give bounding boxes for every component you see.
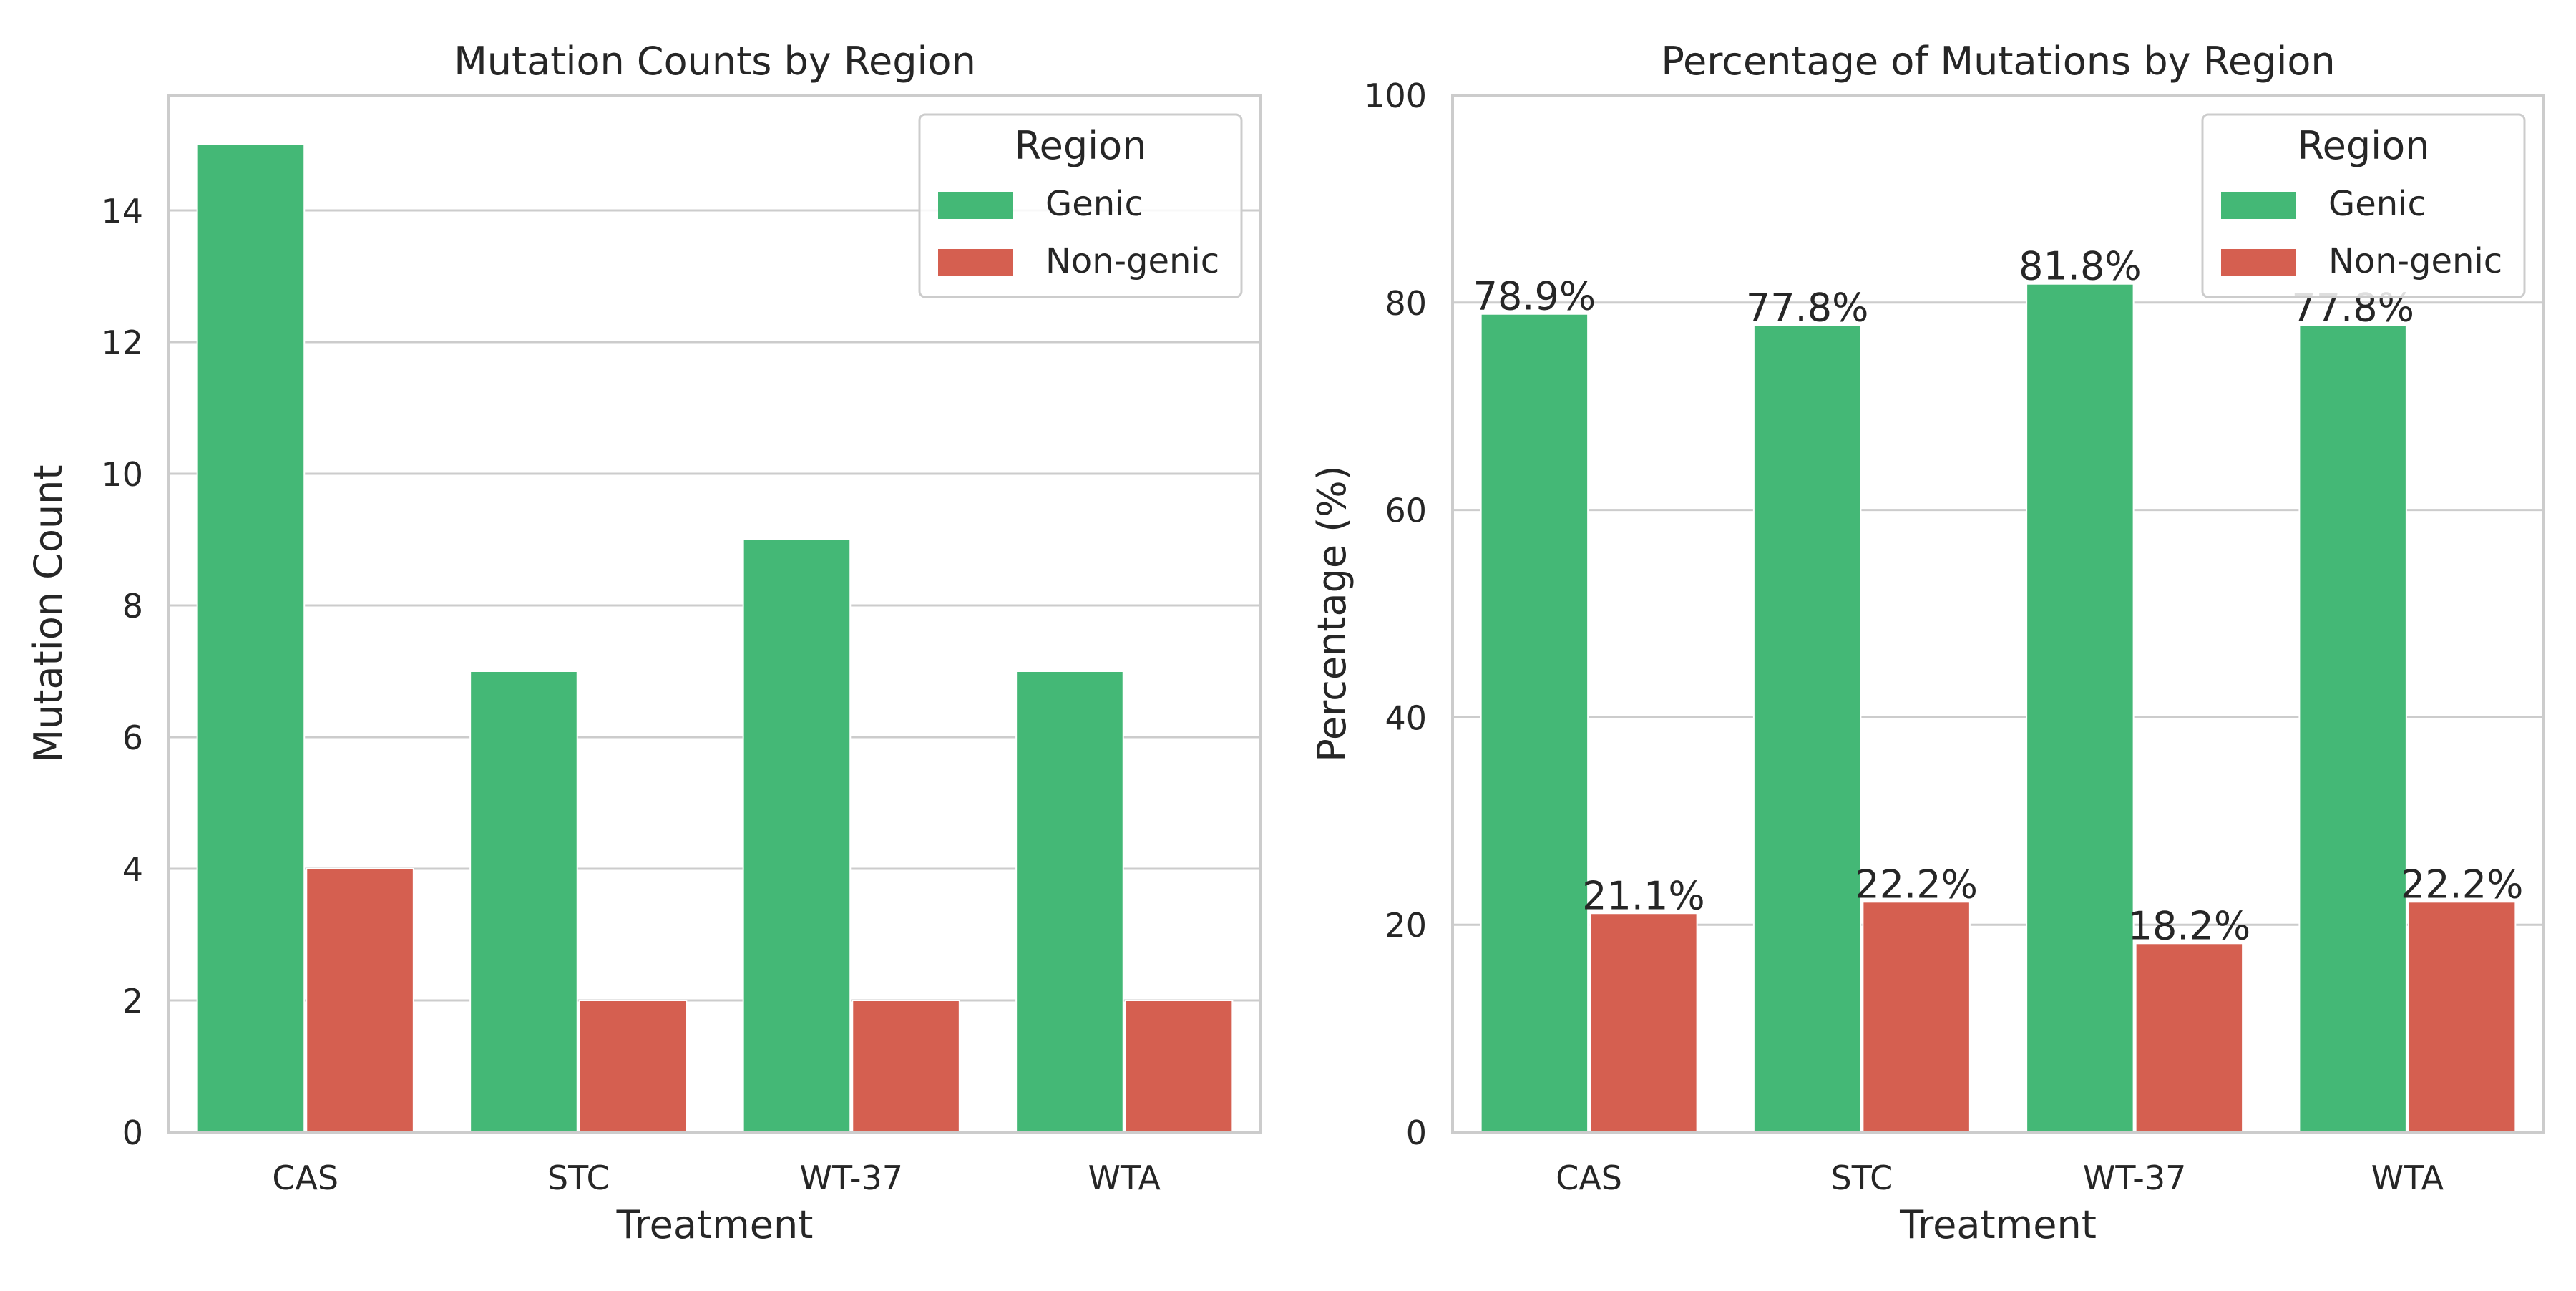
y-tick-label: 4 (122, 850, 143, 889)
bar-non-genic-wt-37 (852, 1000, 960, 1133)
plot-frame (167, 94, 1262, 1134)
x-tick-label: WT-37 (2083, 1159, 2187, 1197)
y-tick-label: 14 (101, 192, 143, 230)
bar-value-label: 22.2% (2401, 862, 2524, 907)
y-tick-label: 0 (1406, 1114, 1427, 1152)
bar-non-genic-stc (1862, 901, 1971, 1134)
y-tick-label: 40 (1385, 698, 1427, 737)
x-tick-label: WTA (1088, 1159, 1161, 1197)
bar-genic-wta (2298, 324, 2407, 1134)
legend-item-non-genic: Non-genic (1045, 241, 1219, 281)
x-tick-label: STC (547, 1159, 610, 1197)
bar-value-label: 81.8% (2019, 244, 2142, 289)
bar-genic-cas (1480, 313, 1589, 1133)
bar-non-genic-wt-37 (2135, 942, 2244, 1133)
bar-genic-wt-37 (2026, 283, 2135, 1133)
x-tick-label: CAS (1556, 1159, 1622, 1197)
chart-title: Mutation Counts by Region (454, 39, 976, 84)
bar-genic-wta (1015, 671, 1124, 1133)
x-tick-label: STC (1831, 1159, 1893, 1197)
bar-value-label: 21.1% (1582, 873, 1705, 918)
x-tick-label: CAS (272, 1159, 338, 1197)
bar-non-genic-stc (578, 1000, 688, 1133)
legend-swatch-non-genic (2221, 249, 2296, 276)
x-tick-label: WTA (2371, 1159, 2444, 1197)
bar-non-genic-cas (1589, 912, 1698, 1133)
plot-frame (1451, 94, 2545, 1134)
legend-title: Region (1015, 123, 1147, 168)
bar-genic-stc (469, 671, 578, 1133)
y-tick-label: 100 (1364, 77, 1427, 115)
bar-genic-wt-37 (742, 539, 852, 1133)
bar-value-label: 78.9% (1473, 274, 1596, 319)
bar-genic-cas (196, 144, 306, 1133)
y-tick-label: 8 (122, 587, 143, 625)
legend-swatch-genic (938, 192, 1013, 219)
y-tick-label: 10 (101, 455, 143, 494)
legend-swatch-non-genic (938, 249, 1013, 276)
y-tick-label: 20 (1385, 906, 1427, 945)
bar-value-label: 18.2% (2128, 903, 2251, 948)
legend-item-non-genic: Non-genic (2328, 241, 2502, 281)
bar-non-genic-cas (306, 868, 414, 1133)
y-tick-label: 2 (122, 982, 143, 1020)
bar-value-label: 22.2% (1855, 862, 1978, 907)
y-tick-label: 6 (122, 718, 143, 757)
x-tick-label: WT-37 (800, 1159, 904, 1197)
y-tick-label: 60 (1385, 492, 1427, 530)
legend-swatch-genic (2221, 192, 2296, 219)
x-axis-label: Treatment (616, 1202, 814, 1247)
bar-value-label: 77.8% (1746, 286, 1869, 331)
y-tick-label: 12 (101, 323, 143, 362)
y-tick-label: 0 (122, 1114, 143, 1152)
legend-item-genic: Genic (1045, 184, 1143, 224)
legend-title: Region (2298, 123, 2430, 168)
bar-genic-stc (1752, 324, 1862, 1134)
bar-non-genic-wta (1124, 1000, 1234, 1133)
bar-non-genic-wta (2407, 901, 2517, 1134)
y-axis-label: Mutation Count (26, 464, 71, 762)
y-tick-label: 80 (1385, 284, 1427, 323)
legend-item-genic: Genic (2328, 184, 2426, 224)
y-axis-label: Percentage (%) (1309, 465, 1355, 761)
chart-title: Percentage of Mutations by Region (1661, 39, 2335, 84)
x-axis-label: Treatment (1899, 1202, 2097, 1247)
